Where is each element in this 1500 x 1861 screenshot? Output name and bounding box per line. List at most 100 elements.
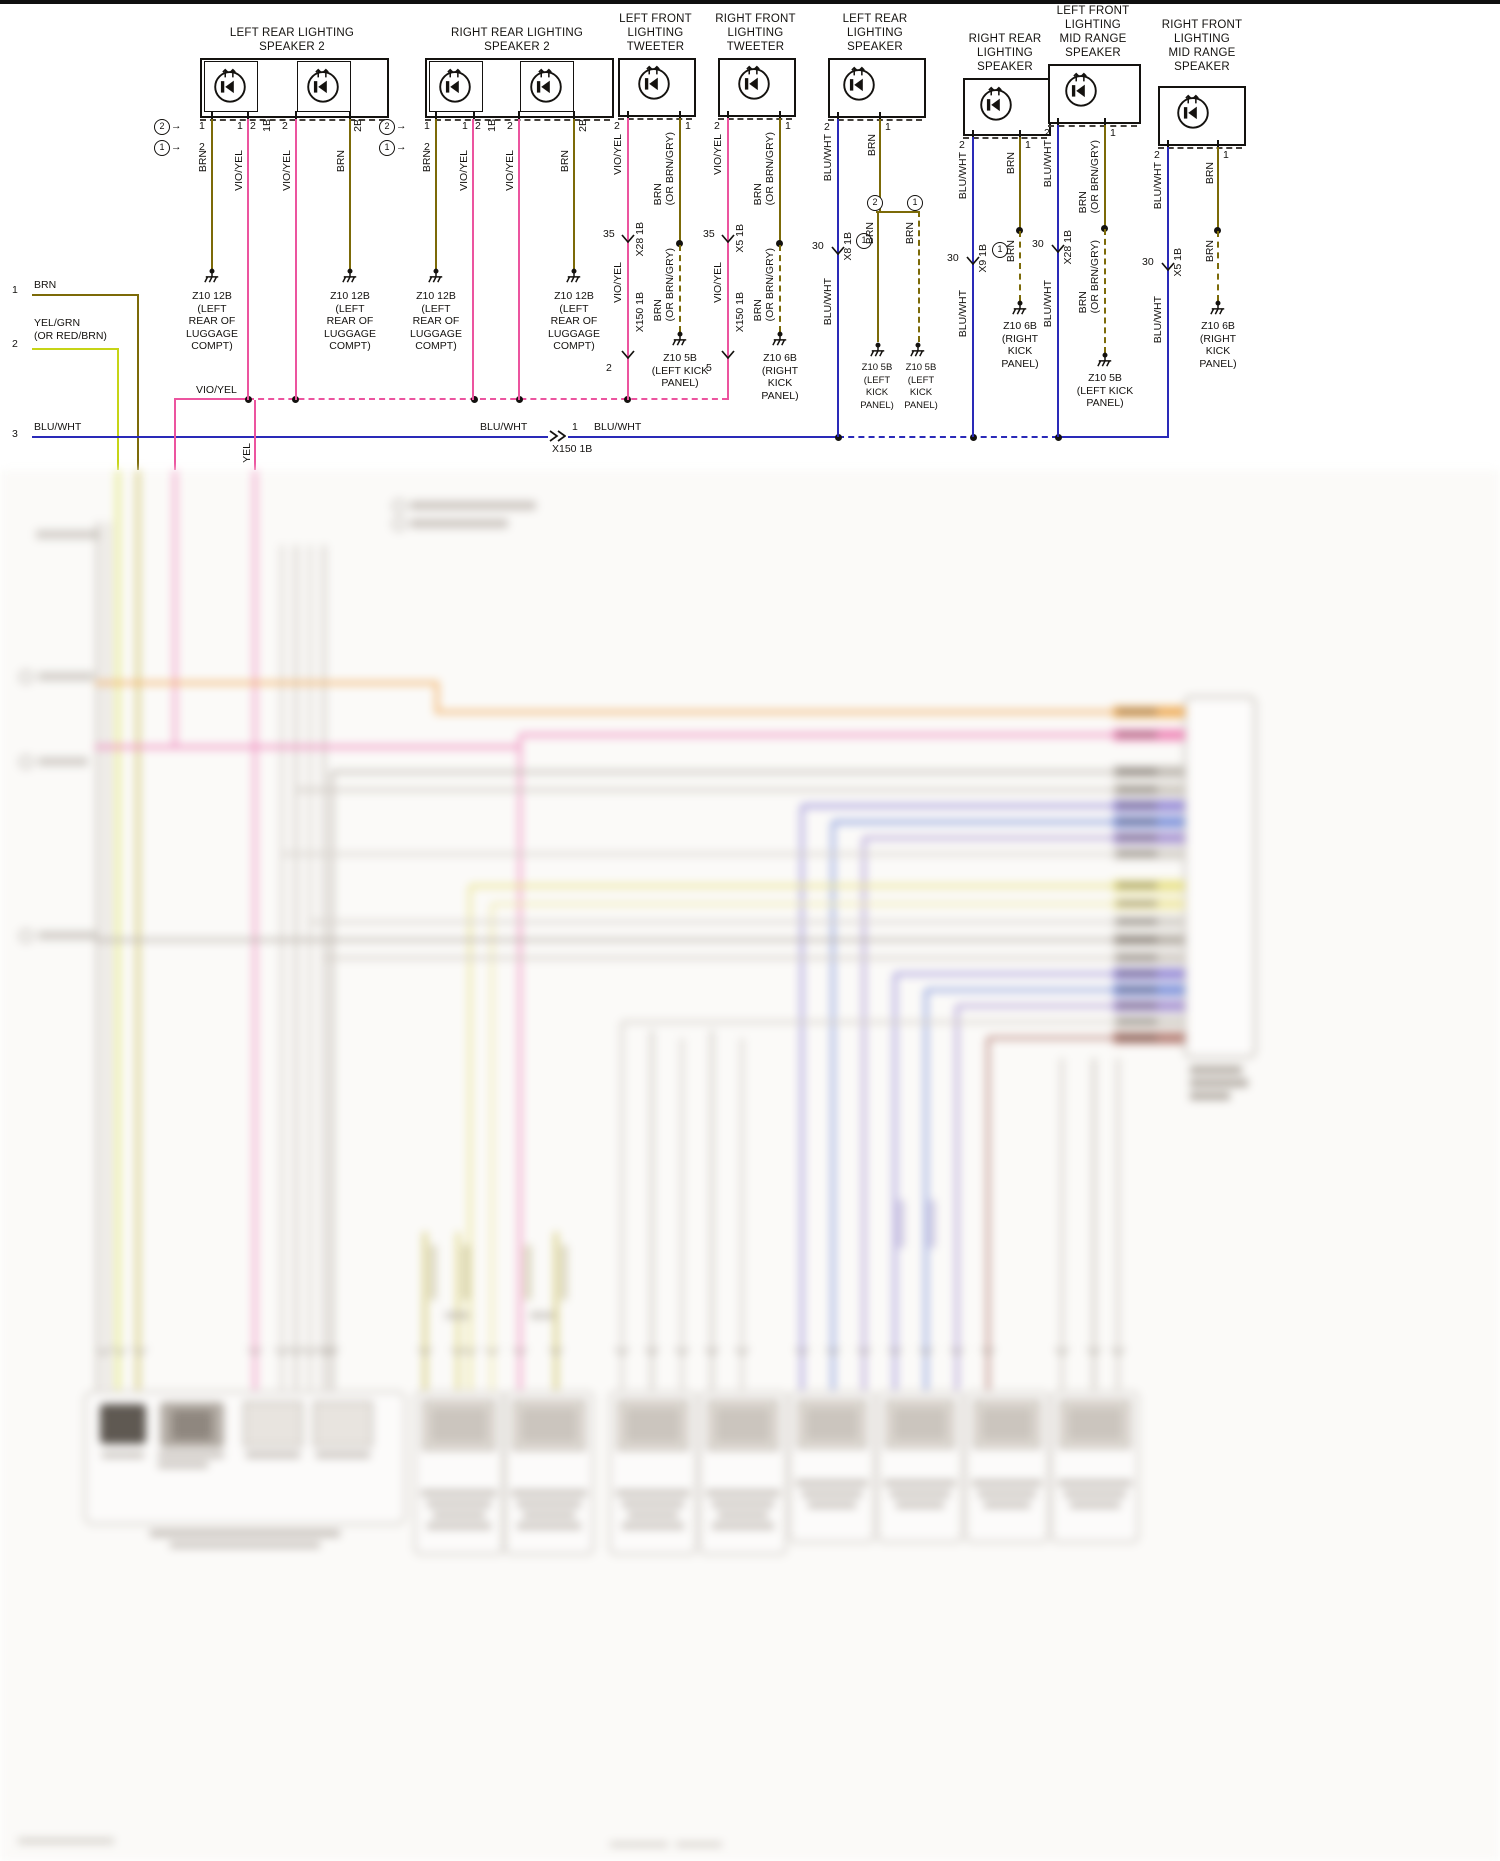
pin-number: 2 [614, 120, 620, 132]
splice-dot [1016, 227, 1023, 234]
ground-icon [427, 268, 445, 284]
ground-label: Z10 5B (LEFT KICK PANEL) [860, 362, 894, 411]
wire-label: YEL/GRN [34, 317, 81, 329]
ground-icon [203, 268, 221, 284]
wire-dashed [1217, 231, 1219, 301]
wire [174, 398, 250, 400]
speaker-subbox [204, 61, 258, 112]
ground-icon [341, 268, 359, 284]
pin-stub [247, 111, 249, 119]
blurred-bottom-labels [18, 1452, 1132, 1847]
wire [573, 119, 575, 269]
splice-dot [835, 434, 842, 441]
wire-label: BLU/WHT [34, 421, 82, 433]
pin-number: 2 [475, 120, 481, 132]
connector-line [963, 137, 1047, 139]
wire-label: BLU/WHT [1042, 140, 1054, 188]
connector-label: 1B [261, 119, 273, 132]
ground-icon [1096, 352, 1114, 368]
circled-option: 1 [992, 242, 1008, 258]
connector-label: X150 1B [734, 292, 746, 333]
ground-icon [1011, 300, 1029, 316]
wire [1057, 125, 1059, 437]
wire-label: BRN (OR BRN/GRY) [1077, 240, 1101, 314]
wire [137, 294, 139, 470]
arrow-icon: → [171, 141, 182, 153]
wire-label: (OR RED/BRN) [34, 330, 107, 342]
wire-label: VIO/YEL [281, 150, 293, 191]
wire [879, 119, 881, 213]
pin-number: 1 [785, 120, 791, 132]
pin-number: 5 [706, 362, 712, 374]
speaker-icon [302, 63, 344, 105]
wire-label: VIO/YEL [612, 134, 624, 175]
wire-dashed [679, 245, 681, 332]
pin-number: 2 [199, 141, 205, 153]
speaker-icon [434, 63, 476, 105]
speaker-icon [838, 61, 880, 103]
wire-label: VIO/YEL [233, 150, 245, 191]
pin-number: 2 [507, 120, 513, 132]
pin-number: 1 [885, 121, 891, 133]
wire-label: BRN [559, 150, 571, 173]
connector-line [425, 119, 610, 121]
speaker-icon [525, 63, 567, 105]
speaker-icon [733, 60, 775, 102]
wire [1058, 436, 1169, 438]
wire [247, 119, 249, 400]
wire-label: BRN (OR BRN/GRY) [652, 248, 676, 322]
ground-icon [909, 342, 927, 358]
wire-label: BLU/WHT [822, 134, 834, 182]
wire-label: BRN (OR BRN/GRY) [752, 248, 776, 322]
pin-stub [1167, 140, 1169, 147]
wire [627, 118, 629, 400]
blurred-legend [19, 499, 536, 943]
connector-line [618, 118, 692, 120]
circled-option: 1 [154, 140, 170, 156]
ground-label: Z10 5B (LEFT KICK PANEL) [904, 362, 938, 411]
wire-label: BRN (OR BRN/GRY) [752, 132, 776, 206]
pin-number: 2 [1154, 149, 1160, 161]
speaker-subbox [429, 61, 483, 112]
pin-number: 1 [1110, 127, 1116, 139]
pin-stub [1019, 130, 1021, 137]
pin-number: 1 [199, 120, 205, 132]
speaker-icon [1172, 89, 1214, 131]
wire-dashed [1104, 229, 1106, 353]
splice-dot [676, 240, 683, 247]
connector-label: 1B [486, 119, 498, 132]
block-title: RIGHT REAR LIGHTING SPEAKER [968, 33, 1042, 73]
wire-label: BLU/WHT [1152, 296, 1164, 344]
wire [1104, 125, 1106, 229]
top-border [0, 0, 1500, 4]
circled-option: 1 [379, 140, 395, 156]
pin-stub [1217, 140, 1219, 147]
wire-label: BRN [197, 150, 209, 173]
circled-option: 1 [907, 195, 923, 211]
wire-label: VIO/YEL [196, 384, 237, 396]
pin-stub [349, 111, 351, 119]
pin-number: 2 [959, 139, 965, 151]
wire-label: VIO/YEL [712, 262, 724, 303]
block-title: RIGHT FRONT LIGHTING MID RANGE SPEAKER [1161, 19, 1243, 73]
pin-stub [473, 111, 475, 119]
wire [727, 118, 729, 400]
ground-label: Z10 6B (RIGHT KICK PANEL) [1199, 320, 1237, 370]
connector-label: X150 1B [634, 292, 646, 333]
connector-label: X150 1B [552, 443, 593, 455]
connector-label: X5 1B [734, 224, 746, 253]
blurred-connector-chevrons [96, 1347, 1126, 1355]
wire [972, 137, 974, 437]
wire [32, 294, 139, 296]
pin-stub [727, 111, 729, 118]
wire-label: BLU/WHT [480, 421, 528, 433]
wire-label: BRN [904, 222, 916, 245]
wire-label: VIO/YEL [612, 262, 624, 303]
circled-option: 1 [856, 233, 872, 249]
pin-number: 2 [1044, 127, 1050, 139]
connector-line [200, 119, 385, 121]
arrow-icon: → [396, 120, 407, 132]
ground-label: Z10 12B (LEFT REAR OF LUGGAGE COMPT) [186, 290, 238, 352]
blurred-mid-labels [430, 1200, 935, 1319]
